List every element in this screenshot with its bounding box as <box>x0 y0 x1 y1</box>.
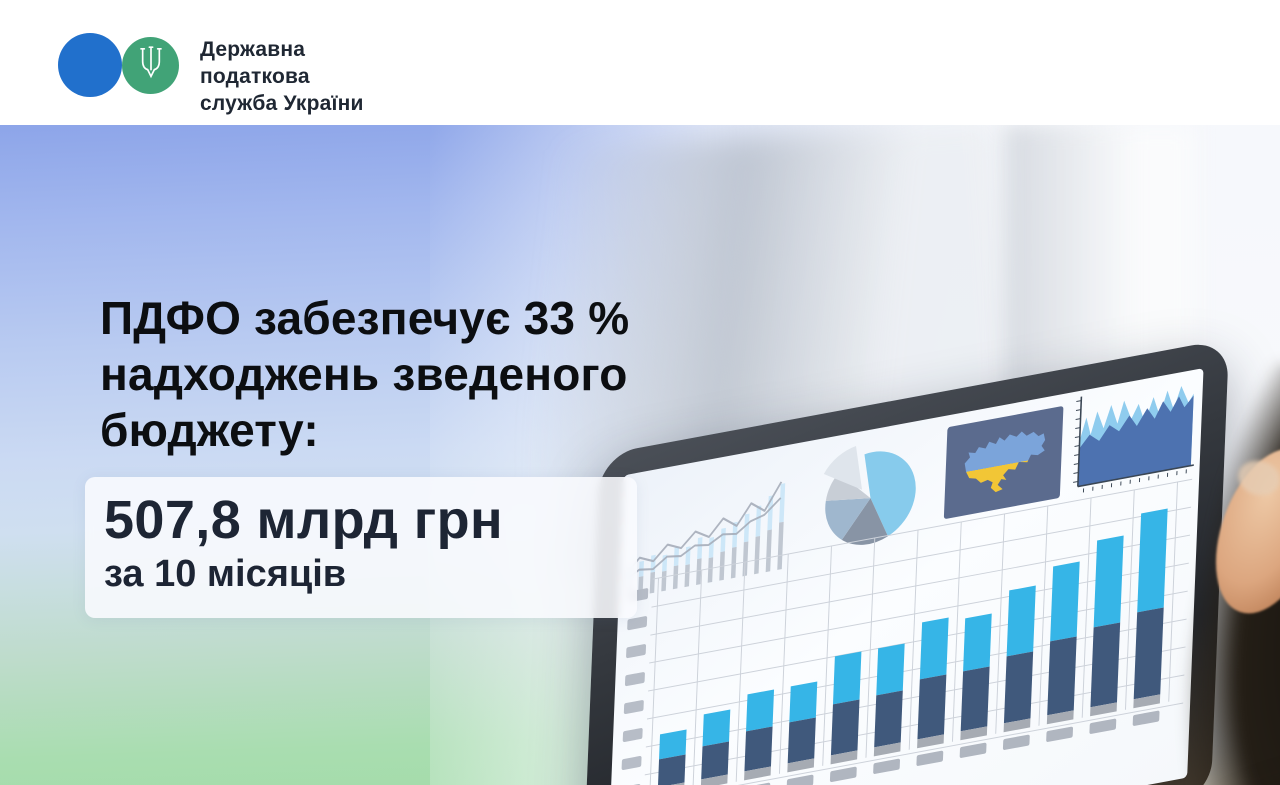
stat-amount: 507,8 млрд грн <box>104 490 503 550</box>
ukraine-map-tile <box>943 405 1064 520</box>
tablet-screen <box>607 368 1204 785</box>
logo-green-circle <box>122 37 179 94</box>
org-name-line: податкова <box>200 65 310 88</box>
pie-chart <box>823 445 916 545</box>
tablet <box>581 338 1230 785</box>
hand-silhouette-bottom <box>1120 755 1280 785</box>
stat-period: за 10 місяців <box>104 553 347 595</box>
org-name-line: Державна <box>200 38 306 61</box>
hero-banner: ПДФО забезпечує 33 % надходжень зведеног… <box>0 125 1280 785</box>
headline-line: надходжень зведеного <box>100 348 628 400</box>
logo-blue-circle <box>58 33 122 97</box>
headline-line: бюджету: <box>100 404 319 456</box>
org-name: Державна податкова служба України <box>200 36 364 117</box>
area-chart <box>1073 386 1194 493</box>
ukraine-map-icon <box>951 412 1057 514</box>
headline: ПДФО забезпечує 33 % надходжень зведеног… <box>100 290 629 458</box>
stat-box: 507,8 млрд грн за 10 місяців <box>85 477 637 618</box>
big-bar-chart <box>620 478 1193 785</box>
headline-line: ПДФО забезпечує 33 % <box>100 292 630 344</box>
org-name-line: служба України <box>200 92 364 115</box>
trident-icon <box>136 44 166 87</box>
header: Державна податкова служба України <box>0 0 1280 125</box>
